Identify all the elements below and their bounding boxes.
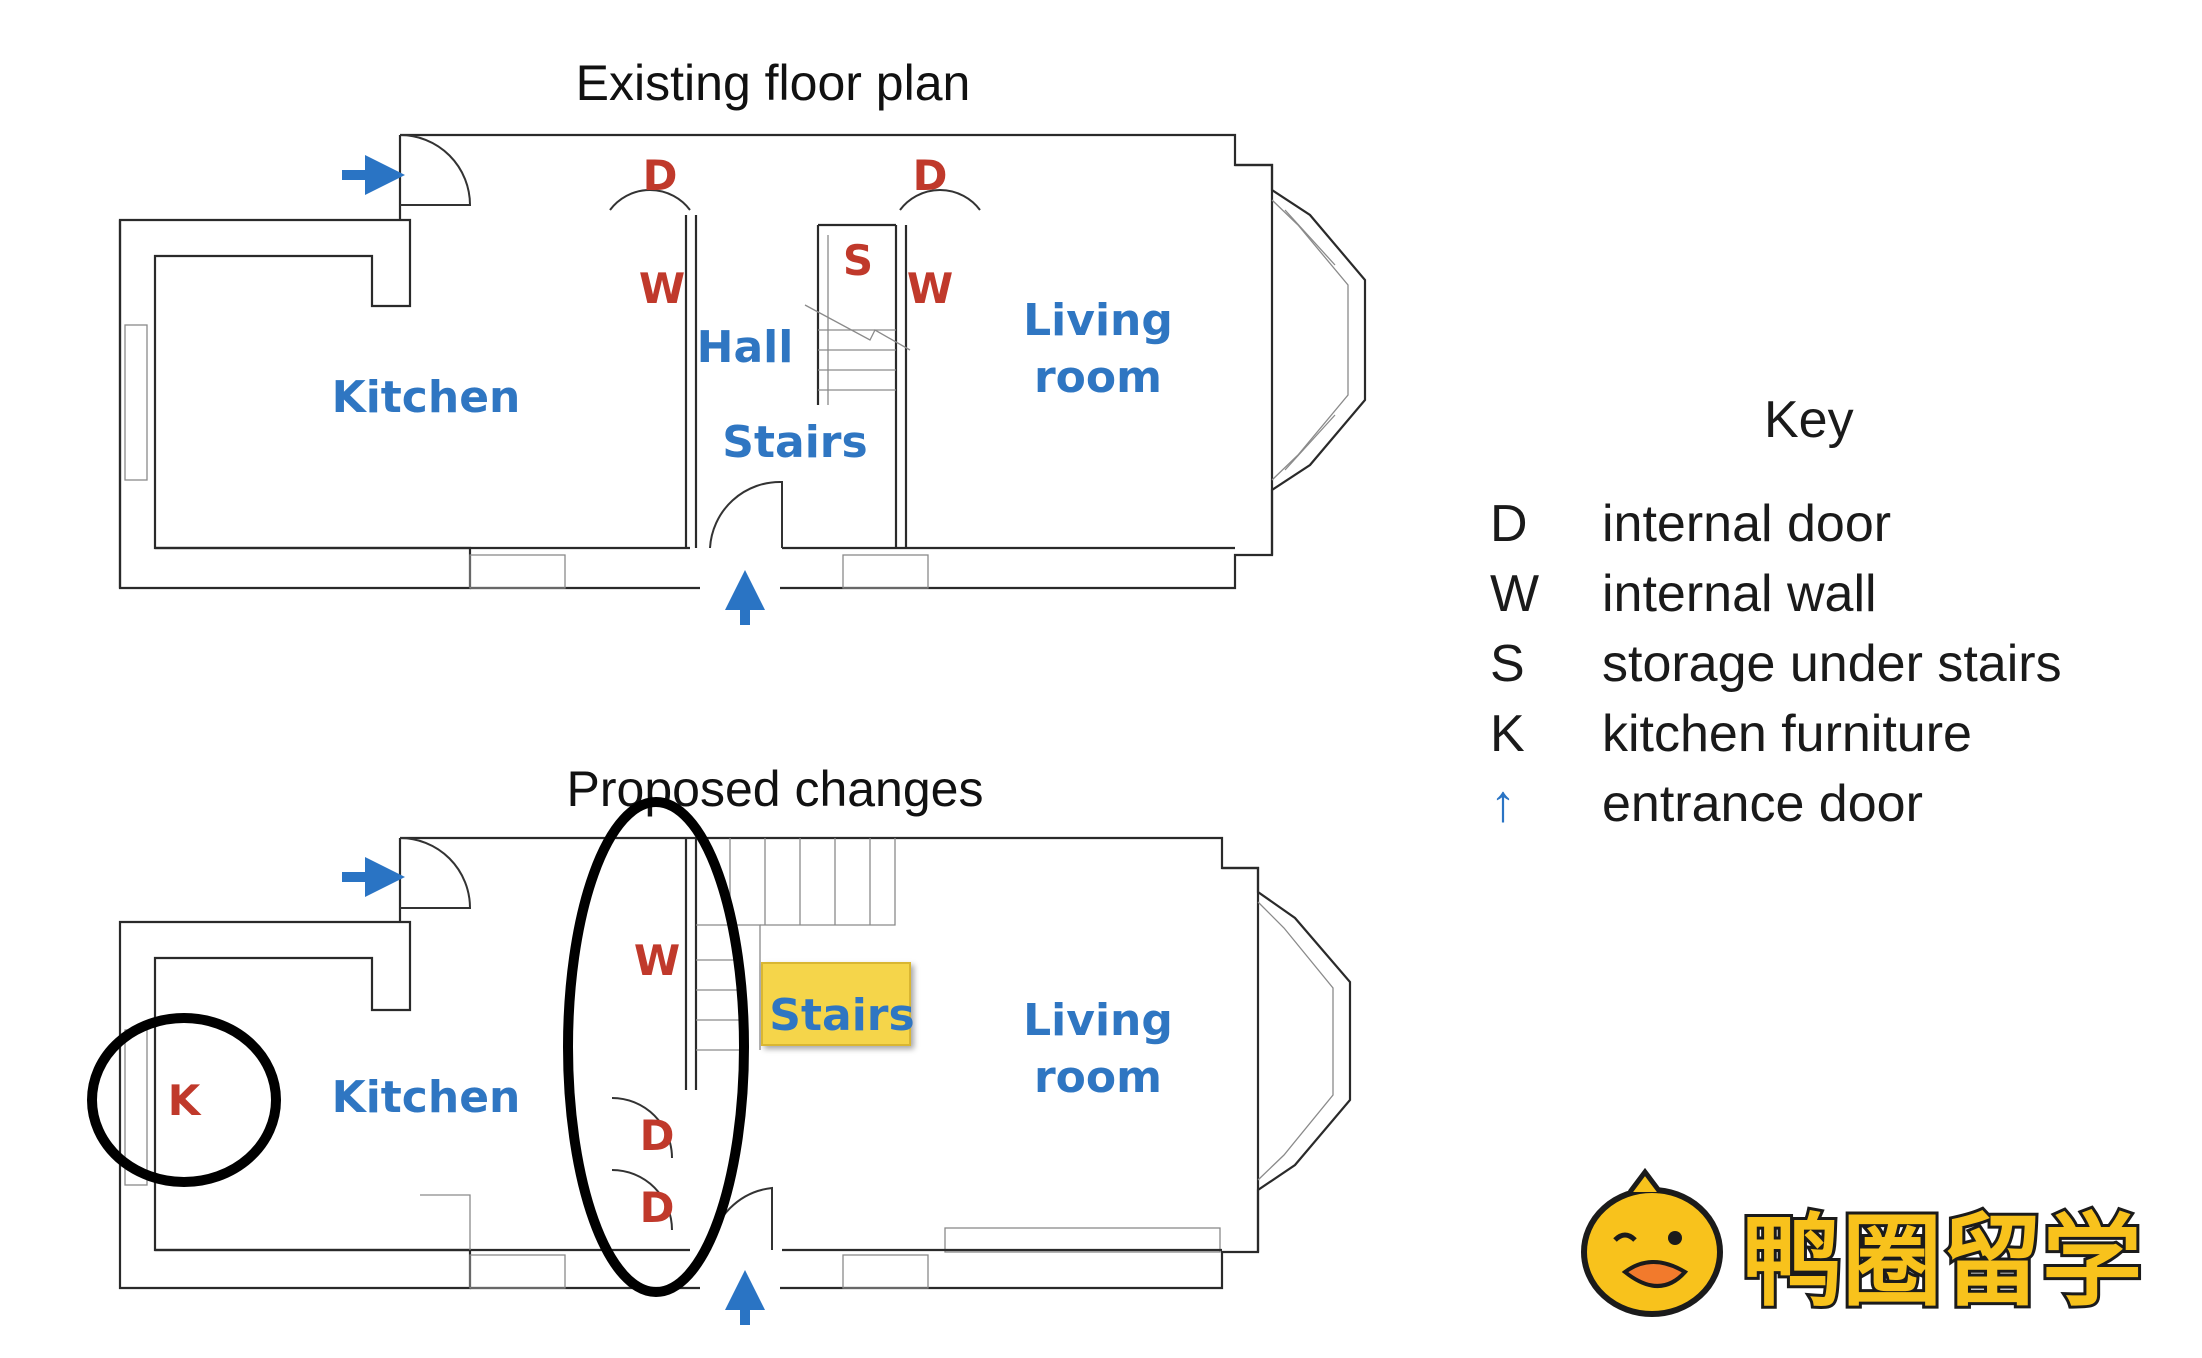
legend-symbol: D bbox=[1490, 495, 1528, 553]
legend-label: internal wall bbox=[1602, 565, 1877, 623]
existing-living-label-line1: Living bbox=[1023, 295, 1173, 346]
legend-row-entrance-door: ↑ entrance door bbox=[1490, 774, 2170, 840]
existing-door-right-code: D bbox=[913, 151, 948, 200]
existing-storage-code: S bbox=[843, 236, 873, 285]
existing-kitchen-label: Kitchen bbox=[332, 372, 521, 423]
proposed-stairs-label: Stairs bbox=[769, 990, 914, 1041]
highlight-ring-hall bbox=[563, 797, 749, 1297]
proposed-kitchen-furniture-code: K bbox=[168, 1076, 202, 1125]
legend-label: storage under stairs bbox=[1602, 635, 2062, 693]
highlight-ring-kitchen-furniture bbox=[87, 1013, 281, 1187]
existing-stairs-label: Stairs bbox=[722, 417, 867, 468]
up-arrow-icon: ↑ bbox=[1490, 775, 1516, 833]
proposed-living-label-line1: Living bbox=[1023, 995, 1173, 1046]
existing-wall-left-code: W bbox=[639, 264, 685, 313]
proposed-living-label-line2: room bbox=[1034, 1052, 1162, 1103]
proposed-outer-walls bbox=[118, 836, 1260, 1290]
legend-title: Key bbox=[1764, 391, 1854, 449]
existing-hall-label: Hall bbox=[697, 322, 794, 373]
proposed-door-2-code: D bbox=[640, 1183, 675, 1232]
legend-symbol: W bbox=[1490, 565, 1540, 623]
legend-symbol: S bbox=[1490, 635, 1525, 693]
existing-door-left-code: D bbox=[643, 151, 678, 200]
legend-row-internal-door: D internal door bbox=[1490, 494, 2170, 560]
proposed-bay-window bbox=[1222, 866, 1352, 1252]
watermark-text: 鸭圈留学 bbox=[1742, 1203, 2142, 1320]
existing-outer-walls bbox=[118, 133, 1274, 590]
proposed-kitchen-label: Kitchen bbox=[332, 1072, 521, 1123]
legend-row-internal-wall: W internal wall bbox=[1490, 564, 2170, 630]
existing-kitchen-window bbox=[124, 324, 148, 481]
legend-label: entrance door bbox=[1602, 775, 1923, 833]
existing-floor-plan: Existing floor plan bbox=[118, 55, 1367, 625]
proposed-floor-plan: Proposed changes bbox=[87, 761, 1352, 1325]
existing-internal-walls bbox=[684, 215, 911, 548]
proposed-door-1-code: D bbox=[640, 1111, 675, 1160]
legend-label: kitchen furniture bbox=[1602, 705, 1972, 763]
proposed-wall-code: W bbox=[634, 936, 680, 985]
existing-bay-window bbox=[1235, 163, 1367, 555]
legend-row-storage: S storage under stairs bbox=[1490, 634, 2170, 700]
proposed-doors bbox=[399, 837, 773, 1251]
existing-doors bbox=[399, 134, 981, 549]
duck-mascot-icon bbox=[1581, 1167, 1723, 1317]
existing-plan-title: Existing floor plan bbox=[576, 55, 971, 111]
legend-label: internal door bbox=[1602, 495, 1892, 553]
legend-row-kitchen-furniture: K kitchen furniture bbox=[1490, 704, 2170, 770]
proposed-stairs-highlight bbox=[761, 962, 911, 1046]
legend-symbol: K bbox=[1490, 705, 1525, 763]
existing-wall-right-code: W bbox=[907, 264, 953, 313]
proposed-internal-walls bbox=[684, 838, 896, 1090]
existing-living-label-line2: room bbox=[1034, 352, 1162, 403]
watermark-logo: 鸭圈留学 bbox=[1581, 1167, 2145, 1323]
